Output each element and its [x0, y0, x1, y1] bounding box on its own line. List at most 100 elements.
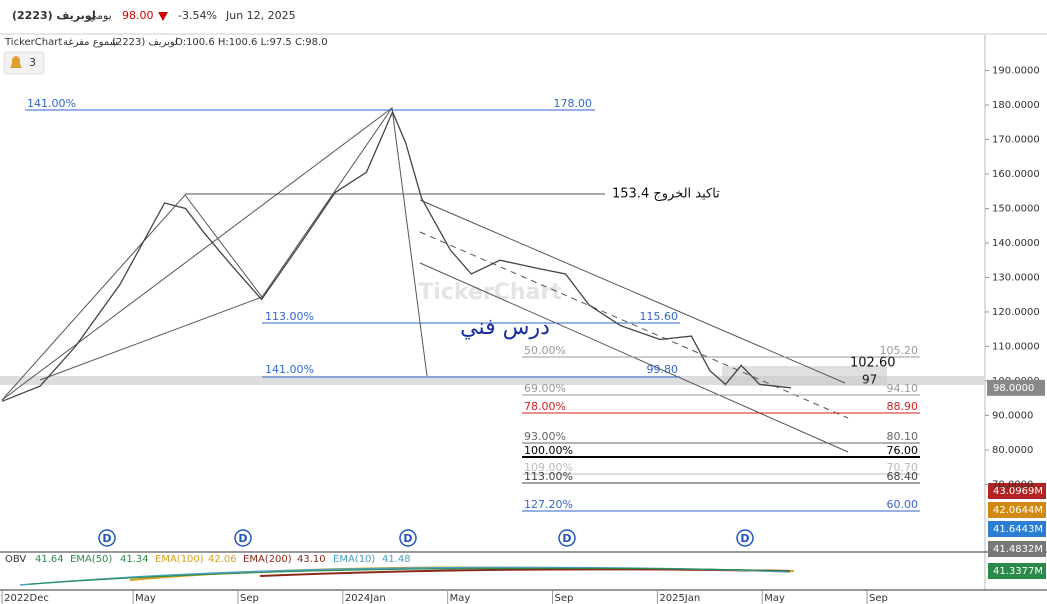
obv-value-label: 41.4832M [993, 544, 1043, 555]
obv-legend-item: EMA(200) [243, 554, 292, 565]
level-pct: 109.00% [524, 461, 573, 474]
level-pct: 100.00% [524, 444, 573, 457]
obv-legend-item: EMA(100) [155, 554, 204, 565]
fib-levels: 50.00% 105.20 69.00% 94.10 78.00% 88.90 93.00%… [522, 344, 920, 512]
dividend-label: D [403, 532, 412, 545]
dividend-label: D [562, 532, 571, 545]
exit-note: تاكيد الخروج 153.4 [612, 187, 720, 202]
y-tick-label: 180.0000 [992, 100, 1040, 111]
dividend-marker [399, 529, 417, 547]
obv-legend-item: EMA(50) [70, 554, 112, 565]
alert-count: 3 [29, 56, 36, 69]
date: Jun 12, 2025 [225, 9, 296, 22]
y-tick-label: 110.0000 [992, 341, 1040, 352]
x-tick-label: 2025Jan [659, 593, 700, 604]
level-pct: 113.00% [524, 470, 573, 483]
fib-pct: 141.00% [265, 363, 314, 376]
obv-value-tag [988, 541, 1046, 557]
obv-legend-item: 41.34 [120, 554, 149, 565]
fib-pct: 141.00% [27, 97, 76, 110]
obv-legend-item: 42.06 [208, 554, 237, 565]
obv-value-tag [988, 483, 1046, 499]
y-tick-label: 90.0000 [992, 410, 1033, 421]
x-tick-label: Sep [240, 593, 259, 604]
y-tick-label: 130.0000 [992, 272, 1040, 283]
obv-legend: OBV 41.64 EMA(50) 41.34 EMA(100) 42.06 EMA(200… [5, 554, 411, 565]
obv-axis: 43.0969M 42.0644M 41.6443M 41.4832M 41.3377M [988, 483, 1046, 579]
price: 98.00 [122, 9, 154, 22]
price-line [1, 110, 792, 402]
level-price: 76.00 [887, 444, 919, 457]
level-price: 70.70 [887, 461, 919, 474]
y-tick-label: 170.0000 [992, 135, 1040, 146]
dividend-label: D [102, 532, 111, 545]
dividend-marker [98, 529, 116, 547]
x-tick-label: Sep [869, 593, 888, 604]
obv-value-tag [988, 563, 1046, 579]
dividend-label: D [238, 532, 247, 545]
x-tick-label: 2024Jan [345, 593, 386, 604]
x-tick-label: May [135, 593, 156, 604]
dividend-marker [736, 529, 754, 547]
level-pct: 69.00% [524, 382, 566, 395]
obv-value-label: 41.6443M [993, 524, 1043, 535]
dividend-label: D [740, 532, 749, 545]
obv-legend-item: 41.48 [382, 554, 411, 565]
x-tick-label: May [764, 593, 785, 604]
change: -3.54% [178, 9, 217, 22]
obv-ema-line [29, 567, 791, 585]
y-tick-label: 150.0000 [992, 203, 1040, 214]
price-note: 102.60 [850, 356, 896, 371]
period: يومي [88, 9, 112, 22]
bell-icon [10, 56, 22, 68]
price-tag-label: 98.0000 [993, 383, 1034, 394]
obv-value-label: 41.3377M [993, 566, 1043, 577]
level-pct: 93.00% [524, 430, 566, 443]
symbol: لوبريف (2223) [12, 9, 96, 22]
ohlc: O:100.6 H:100.6 L:97.5 C:98.0 [175, 37, 328, 48]
level-price: 60.00 [887, 498, 919, 511]
obv-value-label: 42.0644M [993, 505, 1043, 516]
chart-style: شموع مفرغة [63, 37, 118, 48]
fib-price: 115.60 [640, 310, 679, 323]
obv-value-label: 43.0969M [993, 486, 1043, 497]
fib-price: 99.80 [647, 363, 679, 376]
obv-legend-item: EMA(10) [333, 554, 375, 565]
level-price: 94.10 [887, 382, 919, 395]
fib-price: 178.00 [554, 97, 593, 110]
obv-value-tag [988, 502, 1046, 518]
level-pct: 127.20% [524, 498, 573, 511]
obv-legend-item: 43.10 [297, 554, 326, 565]
price-tag [987, 379, 1045, 396]
watermark: TickerChart [418, 280, 562, 305]
info-symbol: لوبريف (2223) [112, 37, 178, 48]
y-tick-label: 160.0000 [992, 169, 1040, 180]
dividend-marker [558, 529, 576, 547]
x-tick-label: 2022Dec [4, 593, 49, 604]
y-tick-label: 120.0000 [992, 307, 1040, 318]
down-arrow [158, 12, 168, 21]
source: TickerChart [4, 37, 62, 48]
level-price: 105.20 [880, 344, 919, 357]
y-tick-label: 80.0000 [992, 445, 1033, 456]
price-note: 97 [862, 373, 877, 387]
fib-pct: 113.00% [265, 310, 314, 323]
obv-value-tag [988, 521, 1046, 537]
support-zone [0, 376, 985, 385]
level-price: 80.10 [887, 430, 919, 443]
level-pct: 78.00% [524, 400, 566, 413]
level-price: 88.90 [887, 400, 919, 413]
x-tick-label: Sep [555, 593, 574, 604]
y-tick-label: 70.0000 [992, 479, 1033, 490]
x-tick-label: May [450, 593, 471, 604]
y-tick-label: 190.0000 [992, 66, 1040, 77]
dividend-marker [234, 529, 252, 547]
level-pct: 50.00% [524, 344, 566, 357]
level-price: 68.40 [887, 470, 919, 483]
alert-button[interactable] [3, 51, 45, 75]
lesson-note: درس فني [460, 315, 550, 340]
y-tick-label: 140.0000 [992, 238, 1040, 249]
obv-legend-item: 41.64 [35, 554, 64, 565]
